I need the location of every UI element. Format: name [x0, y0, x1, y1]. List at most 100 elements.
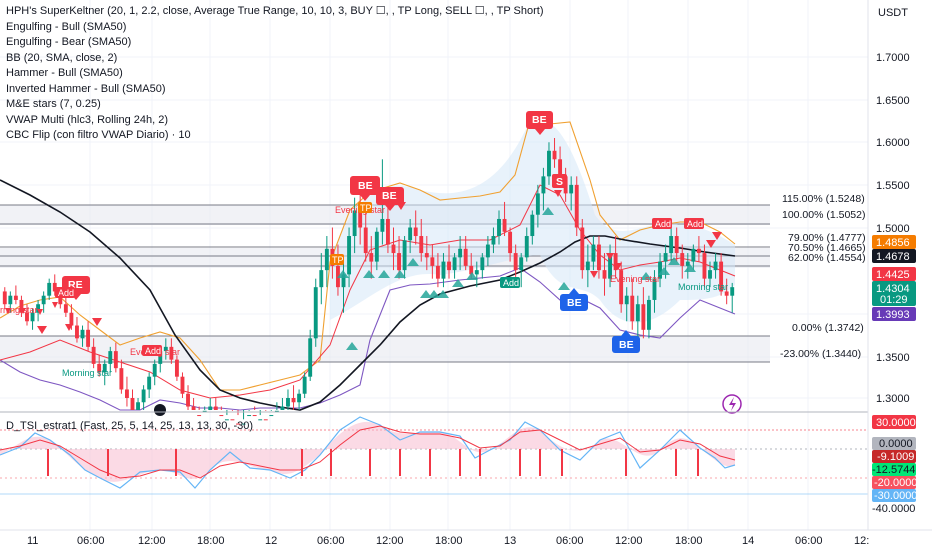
- time-axis[interactable]: 11 06:00 12:00 18:00 12 06:00 12:00 18:0…: [27, 535, 869, 547]
- candle-body: [435, 265, 440, 279]
- candle-body: [469, 265, 474, 275]
- candle-body: [25, 312, 29, 322]
- candle-body: [569, 184, 574, 194]
- price-tag-text: 1.4678: [876, 251, 910, 263]
- candle-body: [591, 244, 596, 262]
- add-tag: Add: [55, 287, 75, 298]
- price-tag-text: 1.4856: [876, 237, 910, 249]
- badge-be-3[interactable]: BE: [526, 111, 553, 135]
- badge-text: BE: [358, 180, 373, 192]
- candle-body: [124, 389, 129, 398]
- candle-body: [646, 299, 651, 330]
- candle-body: [491, 236, 496, 245]
- candle-body: [141, 389, 146, 403]
- candle-body: [452, 257, 457, 271]
- add-tag-text: Add: [503, 278, 519, 288]
- candle-body: [619, 270, 624, 305]
- candle-body: [530, 214, 535, 237]
- time-tick: 11: [27, 535, 38, 547]
- candle-body: [174, 359, 179, 377]
- add-tag-text: Add: [145, 346, 161, 356]
- pattern-label: Morning star: [678, 282, 728, 292]
- candle-body: [485, 244, 490, 258]
- candle-body: [558, 159, 563, 177]
- candle-body: [152, 363, 157, 377]
- candle-body: [36, 304, 41, 313]
- candle-body: [402, 240, 407, 271]
- candle-body: [674, 236, 679, 254]
- price-tag-purple: 1.3993: [872, 307, 916, 321]
- candle-body: [302, 376, 307, 394]
- candlestick-series: [2, 137, 735, 425]
- legend-line[interactable]: VWAP Multi (hlc3, Rolling 24h, 2): [6, 113, 169, 126]
- badge-be-1[interactable]: BE: [350, 176, 380, 201]
- time-tick: 18:00: [197, 535, 225, 547]
- fib-label: 62.00% (1.4554): [788, 252, 866, 264]
- time-tick: 18:00: [675, 535, 703, 547]
- candle-body: [391, 244, 396, 254]
- candle-body: [574, 184, 579, 228]
- candle-body: [63, 304, 68, 313]
- candle-body: [724, 291, 729, 296]
- indicator-axis: 30.0000 0.0000 -9.1009 -12.5744 -20.0000…: [872, 415, 917, 515]
- badge-text: S: [556, 176, 563, 188]
- candle-body: [52, 282, 57, 292]
- lightning-icon[interactable]: [722, 394, 742, 414]
- tsi-legend[interactable]: D_TSI_estrat1 (Fast, 25, 5, 14, 25, 13, …: [6, 420, 254, 432]
- candle-body: [13, 295, 18, 300]
- candle-body: [641, 304, 646, 330]
- legend-line[interactable]: M&E stars (7, 0.25): [6, 98, 101, 110]
- indicator-tag-text: 30.0000: [876, 417, 916, 429]
- badge-be-2[interactable]: BE: [376, 187, 404, 211]
- legend-line[interactable]: CBC Flip (con filtro VWAP Diario) · 10: [6, 129, 191, 141]
- legend-line[interactable]: BB (20, SMA, close, 2): [6, 51, 118, 64]
- candle-body: [430, 257, 435, 266]
- legend-line[interactable]: Engulfing - Bull (SMA50): [6, 20, 127, 33]
- flag-marker: [154, 404, 166, 416]
- legend-line[interactable]: HPH's SuperKeltner (20, 1, 2.2, close, A…: [6, 5, 544, 17]
- legend-line[interactable]: Hammer - Bull (SMA50): [6, 67, 123, 79]
- candle-body: [280, 406, 285, 410]
- candle-body: [613, 253, 618, 271]
- candle-body: [213, 406, 218, 410]
- tsi-slow-line: [0, 425, 736, 479]
- candle-body: [230, 419, 235, 421]
- candle-body: [291, 398, 296, 403]
- candle-body: [397, 253, 401, 271]
- candle-body: [80, 329, 85, 339]
- candle-body: [663, 253, 668, 262]
- candle-body: [30, 312, 35, 322]
- candle-body: [236, 423, 240, 425]
- countdown-text: 01:29: [880, 294, 908, 306]
- tp-tag: TP: [358, 202, 372, 213]
- badge-s[interactable]: S: [552, 174, 567, 188]
- fib-label: 100.00% (1.5052): [782, 209, 865, 221]
- add-tag: Add: [500, 277, 520, 288]
- candle-body: [252, 415, 257, 417]
- candle-body: [458, 248, 463, 258]
- pattern-label: rning star: [0, 305, 38, 315]
- add-tag-text: Add: [58, 288, 74, 298]
- candle-body: [480, 257, 485, 271]
- badge-be-4[interactable]: BE: [560, 288, 588, 311]
- legend-line[interactable]: Engulfing - Bear (SMA50): [6, 36, 132, 48]
- candle-body: [513, 253, 518, 271]
- indicator-pane: [0, 416, 868, 495]
- candle-body: [297, 393, 302, 403]
- candle-body: [413, 227, 418, 237]
- time-tick: 12:00: [376, 535, 404, 547]
- candle-body: [730, 287, 735, 296]
- candle-body: [169, 346, 174, 360]
- legend-line[interactable]: Inverted Hammer - Bull (SMA50): [6, 82, 166, 95]
- candle-body: [324, 248, 329, 271]
- candle-body: [708, 270, 712, 279]
- candle-body: [186, 393, 190, 407]
- candle-body: [241, 423, 246, 425]
- badge-be-5[interactable]: BE: [612, 330, 640, 353]
- candle-body: [86, 329, 91, 347]
- keltner-midline: [0, 184, 736, 399]
- signal-markers: [5, 190, 722, 350]
- candle-body: [2, 291, 7, 305]
- fib-label: 79.00% (1.4777): [788, 232, 866, 244]
